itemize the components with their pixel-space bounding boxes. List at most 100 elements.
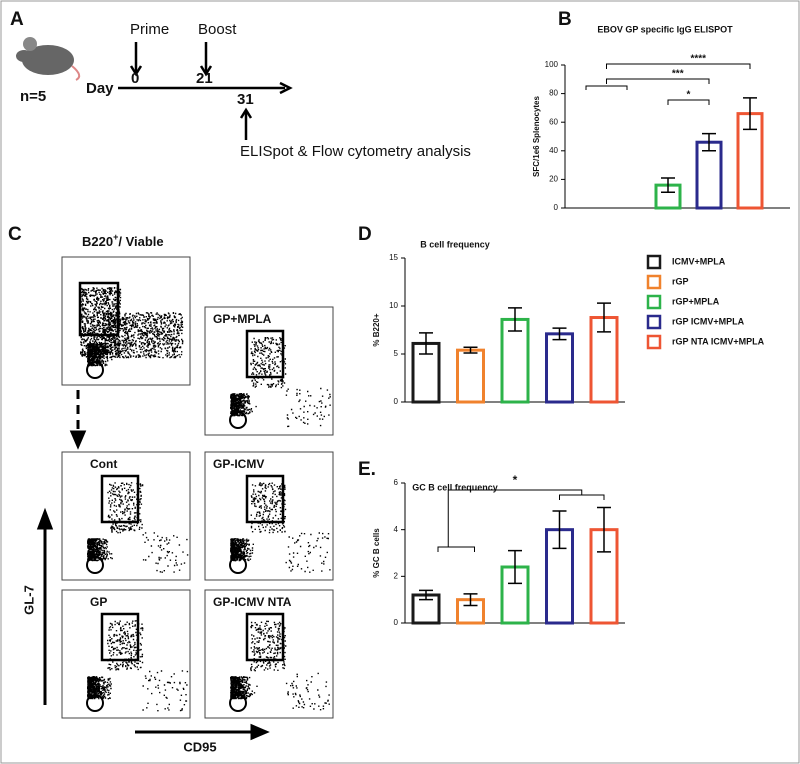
bracket: [606, 78, 710, 84]
panel-label: D: [358, 224, 372, 245]
gate-sup: +: [113, 232, 118, 242]
bar: [545, 332, 574, 404]
gate-title: B220+/ Viable: [82, 232, 164, 249]
flow-plots: GP+MPLA Cont GP-ICMV GP GP-ICMV NTA: [61, 256, 334, 719]
panel-label: A: [10, 9, 24, 30]
legend-swatch: [646, 294, 662, 310]
day-label: 31: [237, 91, 254, 108]
y-tick-label: 6: [394, 478, 399, 487]
legend-label: rGP: [672, 276, 689, 286]
flow-plot: [204, 589, 334, 719]
plot-label: GP+MPLA: [213, 312, 272, 326]
panel-label: C: [8, 224, 22, 245]
gate: [245, 329, 285, 379]
y-tick-label: 0: [394, 618, 399, 627]
bar: [500, 317, 530, 404]
y-tick-label: 20: [549, 175, 558, 184]
flow-dots: [230, 482, 331, 573]
flow-plot: [204, 306, 334, 436]
y-axis-label: GL-7: [21, 585, 36, 615]
error-bar: [463, 593, 478, 607]
flow-cluster: [229, 694, 247, 712]
gate: [245, 612, 285, 662]
gate: [245, 474, 285, 524]
bracket: [585, 85, 628, 90]
error-bar: [552, 510, 567, 550]
flow-cluster: [229, 411, 247, 429]
flow-plot: [61, 451, 191, 581]
plot-label: GP-ICMV NTA: [213, 595, 292, 609]
y-tick-label: 10: [389, 301, 398, 310]
gate: [78, 281, 120, 337]
y-axis-label: % GC B cells: [372, 528, 381, 578]
error-bar: [661, 177, 675, 194]
x-axis-label: CD95: [183, 739, 216, 754]
flow-plot: [61, 589, 191, 719]
y-tick-label: 60: [549, 117, 558, 126]
flow-cluster: [86, 556, 104, 574]
significance: ****: [690, 54, 706, 65]
bracket: [437, 489, 605, 552]
panel-label: B: [558, 9, 572, 30]
flow-dots: [230, 620, 330, 711]
gate: [100, 612, 140, 662]
flow-cluster: [86, 361, 104, 379]
error-bar: [552, 327, 567, 341]
flow-cluster: [86, 694, 104, 712]
y-axis-label: % B220+: [372, 313, 381, 346]
y-tick-label: 80: [549, 89, 558, 98]
error-bar: [508, 549, 522, 585]
error-bar: [597, 302, 611, 333]
error-bar: [702, 132, 716, 152]
bracket: [606, 63, 751, 69]
plot-label: GP-ICMV: [213, 457, 264, 471]
chart-title: EBOV GP specific IgG ELISPOT: [597, 24, 733, 34]
timeline: [118, 42, 293, 140]
legend-swatch: [646, 334, 662, 350]
day-label: 21: [196, 70, 213, 87]
chart-title: GC B cell frequency: [412, 482, 498, 492]
y-tick-label: 15: [389, 253, 398, 262]
y-tick-label: 5: [394, 349, 399, 358]
bar: [456, 348, 485, 404]
gate: [100, 474, 140, 524]
significance: *: [513, 473, 518, 487]
bracket: [667, 99, 710, 105]
legend-swatch: [646, 254, 662, 270]
legend-label: rGP+MPLA: [672, 296, 720, 306]
legend-label: rGP ICMV+MPLA: [672, 316, 745, 326]
n-label: n=5: [20, 88, 46, 105]
boost-label: Boost: [198, 21, 237, 38]
y-tick-label: 4: [394, 525, 399, 534]
significance: ***: [672, 69, 684, 80]
error-bar: [419, 332, 433, 355]
plot-label: GP: [90, 595, 107, 609]
error-bar: [743, 97, 757, 131]
error-bar: [597, 506, 611, 553]
plot-label: Cont: [90, 457, 117, 471]
y-tick-label: 100: [545, 60, 559, 69]
flow-dots: [80, 287, 184, 367]
y-tick-label: 2: [394, 571, 399, 580]
bar: [695, 140, 723, 210]
y-tick-label: 40: [549, 146, 558, 155]
chart-title: B cell frequency: [420, 239, 490, 249]
error-bar: [463, 346, 478, 354]
prime-label: Prime: [130, 21, 169, 38]
analysis-label: ELISpot & Flow cytometry analysis: [240, 143, 471, 160]
legend-label: rGP NTA ICMV+MPLA: [672, 336, 765, 346]
error-bar: [419, 589, 433, 601]
gate-title-main: B220: [82, 234, 113, 249]
legend-swatch: [646, 314, 662, 330]
mouse-icon: [16, 37, 81, 81]
significance: *: [687, 90, 691, 101]
y-tick-label: 0: [394, 397, 399, 406]
error-bar: [508, 307, 522, 332]
day-label: Day: [86, 80, 114, 97]
panel-label: E.: [358, 459, 376, 480]
y-axis-label: SFC/1e6 Splenocytes: [532, 95, 541, 176]
legend-label: ICMV+MPLA: [672, 256, 726, 266]
y-tick-label: 0: [554, 203, 559, 212]
